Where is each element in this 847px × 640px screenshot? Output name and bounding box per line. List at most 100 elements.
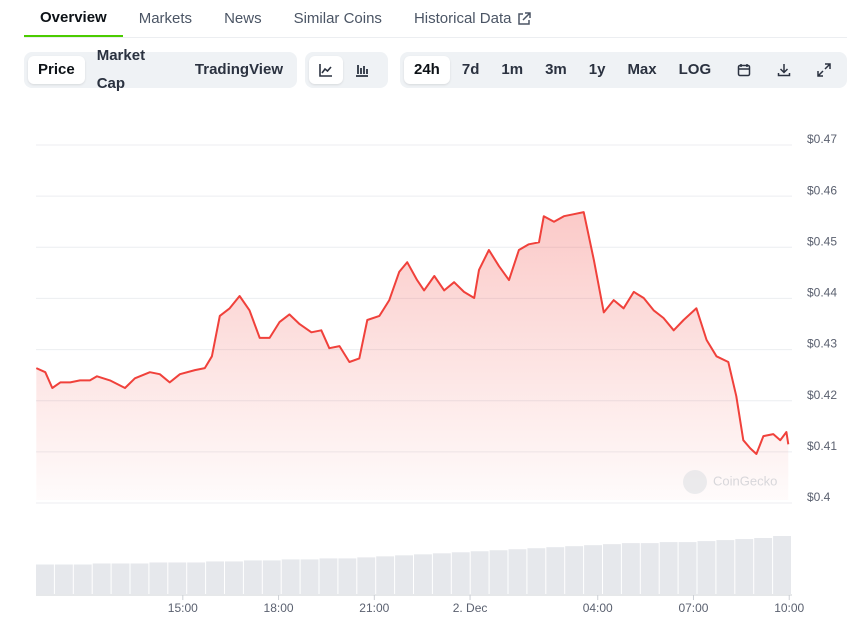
tab[interactable]: News bbox=[208, 0, 278, 37]
price-line bbox=[35, 211, 790, 455]
volume-bar bbox=[414, 554, 432, 594]
external-link-icon bbox=[518, 11, 532, 25]
x-tick-label: 10:00 bbox=[774, 601, 804, 615]
y-tick-label: $0.45 bbox=[807, 234, 837, 248]
range-group: 24h 7d 1m 3m 1y Max LOG bbox=[400, 52, 847, 88]
range-button[interactable]: 3m bbox=[535, 56, 577, 84]
y-tick-label: $0.44 bbox=[807, 286, 837, 300]
tab[interactable]: Historical Data bbox=[398, 0, 548, 37]
volume-bar bbox=[621, 543, 640, 594]
volume-bar bbox=[319, 558, 338, 594]
volume-bar bbox=[376, 556, 395, 594]
tab-label: Historical Data bbox=[413, 9, 512, 27]
volume-bar bbox=[338, 558, 357, 594]
volume-bar bbox=[603, 544, 621, 594]
volume-bar bbox=[735, 539, 754, 594]
tab[interactable]: Markets bbox=[123, 0, 208, 37]
volume-bar bbox=[54, 564, 73, 594]
volume-bar bbox=[130, 563, 149, 594]
icon bbox=[817, 63, 831, 77]
volume-bar bbox=[584, 545, 602, 594]
volume-bar bbox=[225, 561, 243, 594]
volume-bar bbox=[243, 560, 262, 594]
icon bbox=[777, 64, 791, 77]
tab-label: Overview bbox=[40, 8, 107, 26]
range-button-label: 1y bbox=[588, 61, 606, 78]
view-button[interactable]: Market Cap bbox=[87, 47, 183, 92]
view-button[interactable]: Price bbox=[28, 56, 85, 84]
range-button[interactable]: 7d bbox=[452, 56, 490, 84]
y-tick-label: $0.42 bbox=[807, 388, 837, 402]
volume-bar bbox=[527, 548, 546, 594]
range-button[interactable]: Max bbox=[617, 56, 666, 84]
volume-bar bbox=[92, 563, 111, 594]
volume-bar bbox=[697, 541, 716, 594]
volume-bar bbox=[281, 559, 300, 594]
volume-bar bbox=[640, 543, 659, 594]
view-button[interactable]: TradingView bbox=[185, 56, 293, 84]
volume-bar bbox=[470, 551, 489, 594]
calendar-button[interactable] bbox=[727, 56, 761, 84]
range-button-label: 3m bbox=[545, 61, 567, 78]
tab-bar: Overview Markets News Similar Coins Historic… bbox=[24, 0, 847, 38]
price-area bbox=[36, 212, 789, 500]
volume-bar bbox=[187, 562, 206, 594]
fullscreen-button[interactable] bbox=[807, 56, 841, 84]
x-tick-label: 21:00 bbox=[359, 601, 389, 615]
volume-bar bbox=[659, 542, 678, 594]
volume-bar bbox=[489, 550, 508, 594]
range-button[interactable]: 24h bbox=[404, 56, 450, 84]
volume-bar bbox=[546, 547, 565, 594]
range-button-label: Max bbox=[627, 61, 657, 78]
volume-bar bbox=[716, 540, 735, 594]
volume-bar bbox=[357, 557, 376, 594]
tab-label: Similar Coins bbox=[293, 9, 382, 27]
volume-bar bbox=[206, 561, 224, 594]
y-tick-label: $0.4 bbox=[807, 490, 831, 504]
range-button-label: 24h bbox=[414, 61, 440, 78]
range-button[interactable]: LOG bbox=[669, 56, 722, 84]
line-chart-button[interactable] bbox=[309, 56, 343, 84]
tab[interactable]: Overview bbox=[24, 0, 123, 37]
x-tick-label: 07:00 bbox=[678, 601, 708, 615]
view-button-label: TradingView bbox=[194, 61, 283, 78]
volume-bar bbox=[168, 562, 187, 594]
y-tick-label: $0.43 bbox=[807, 337, 837, 351]
y-tick-label: $0.46 bbox=[807, 183, 837, 197]
volume-bar bbox=[300, 559, 319, 594]
x-tick-label: 2. Dec bbox=[453, 601, 488, 615]
volume-bar bbox=[395, 555, 413, 594]
tab[interactable]: Similar Coins bbox=[278, 0, 398, 37]
range-button-label: 1m bbox=[501, 61, 524, 78]
volume-bar bbox=[149, 562, 168, 594]
range-button-label: 7d bbox=[461, 61, 480, 78]
watermark: CoinGecko bbox=[683, 470, 777, 494]
view-button-label: Market Cap bbox=[96, 47, 146, 92]
download-button[interactable] bbox=[767, 56, 801, 84]
range-button[interactable]: 1m bbox=[491, 56, 533, 84]
icon bbox=[737, 64, 751, 77]
view-group: Price Market Cap TradingView bbox=[24, 47, 297, 92]
volume-bar bbox=[678, 542, 697, 594]
line-icon bbox=[319, 64, 332, 77]
volume-bar bbox=[73, 564, 92, 594]
y-tick-label: $0.41 bbox=[807, 439, 837, 453]
x-tick-label: 04:00 bbox=[583, 601, 613, 615]
candle-chart-button[interactable] bbox=[345, 56, 379, 84]
candle-icon bbox=[356, 65, 368, 77]
range-button[interactable]: 1y bbox=[579, 56, 616, 84]
chart-style-group bbox=[305, 52, 388, 88]
watermark-text: CoinGecko bbox=[713, 473, 777, 488]
volume-bar bbox=[508, 549, 527, 594]
volume-bar bbox=[36, 564, 54, 594]
x-tick-label: 15:00 bbox=[168, 601, 198, 615]
range-button-label: LOG bbox=[678, 61, 712, 78]
volume-bar bbox=[262, 560, 281, 594]
volume-bar bbox=[754, 538, 773, 594]
volume-bar bbox=[111, 563, 130, 594]
tab-label: Markets bbox=[138, 9, 193, 27]
volume-bar bbox=[432, 553, 451, 594]
volume-bar bbox=[565, 546, 584, 594]
